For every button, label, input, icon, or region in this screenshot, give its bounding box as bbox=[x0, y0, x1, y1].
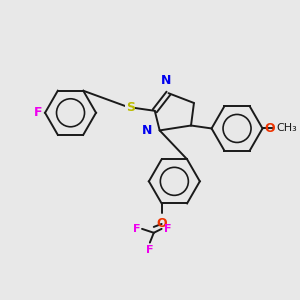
Text: F: F bbox=[164, 224, 171, 234]
Text: O: O bbox=[156, 217, 167, 230]
Text: F: F bbox=[146, 244, 154, 254]
Text: CH₃: CH₃ bbox=[276, 124, 297, 134]
Text: N: N bbox=[161, 74, 172, 87]
Text: S: S bbox=[126, 101, 135, 114]
Text: F: F bbox=[34, 106, 42, 119]
Text: N: N bbox=[142, 124, 152, 137]
Text: F: F bbox=[133, 224, 140, 234]
Text: O: O bbox=[265, 122, 275, 135]
